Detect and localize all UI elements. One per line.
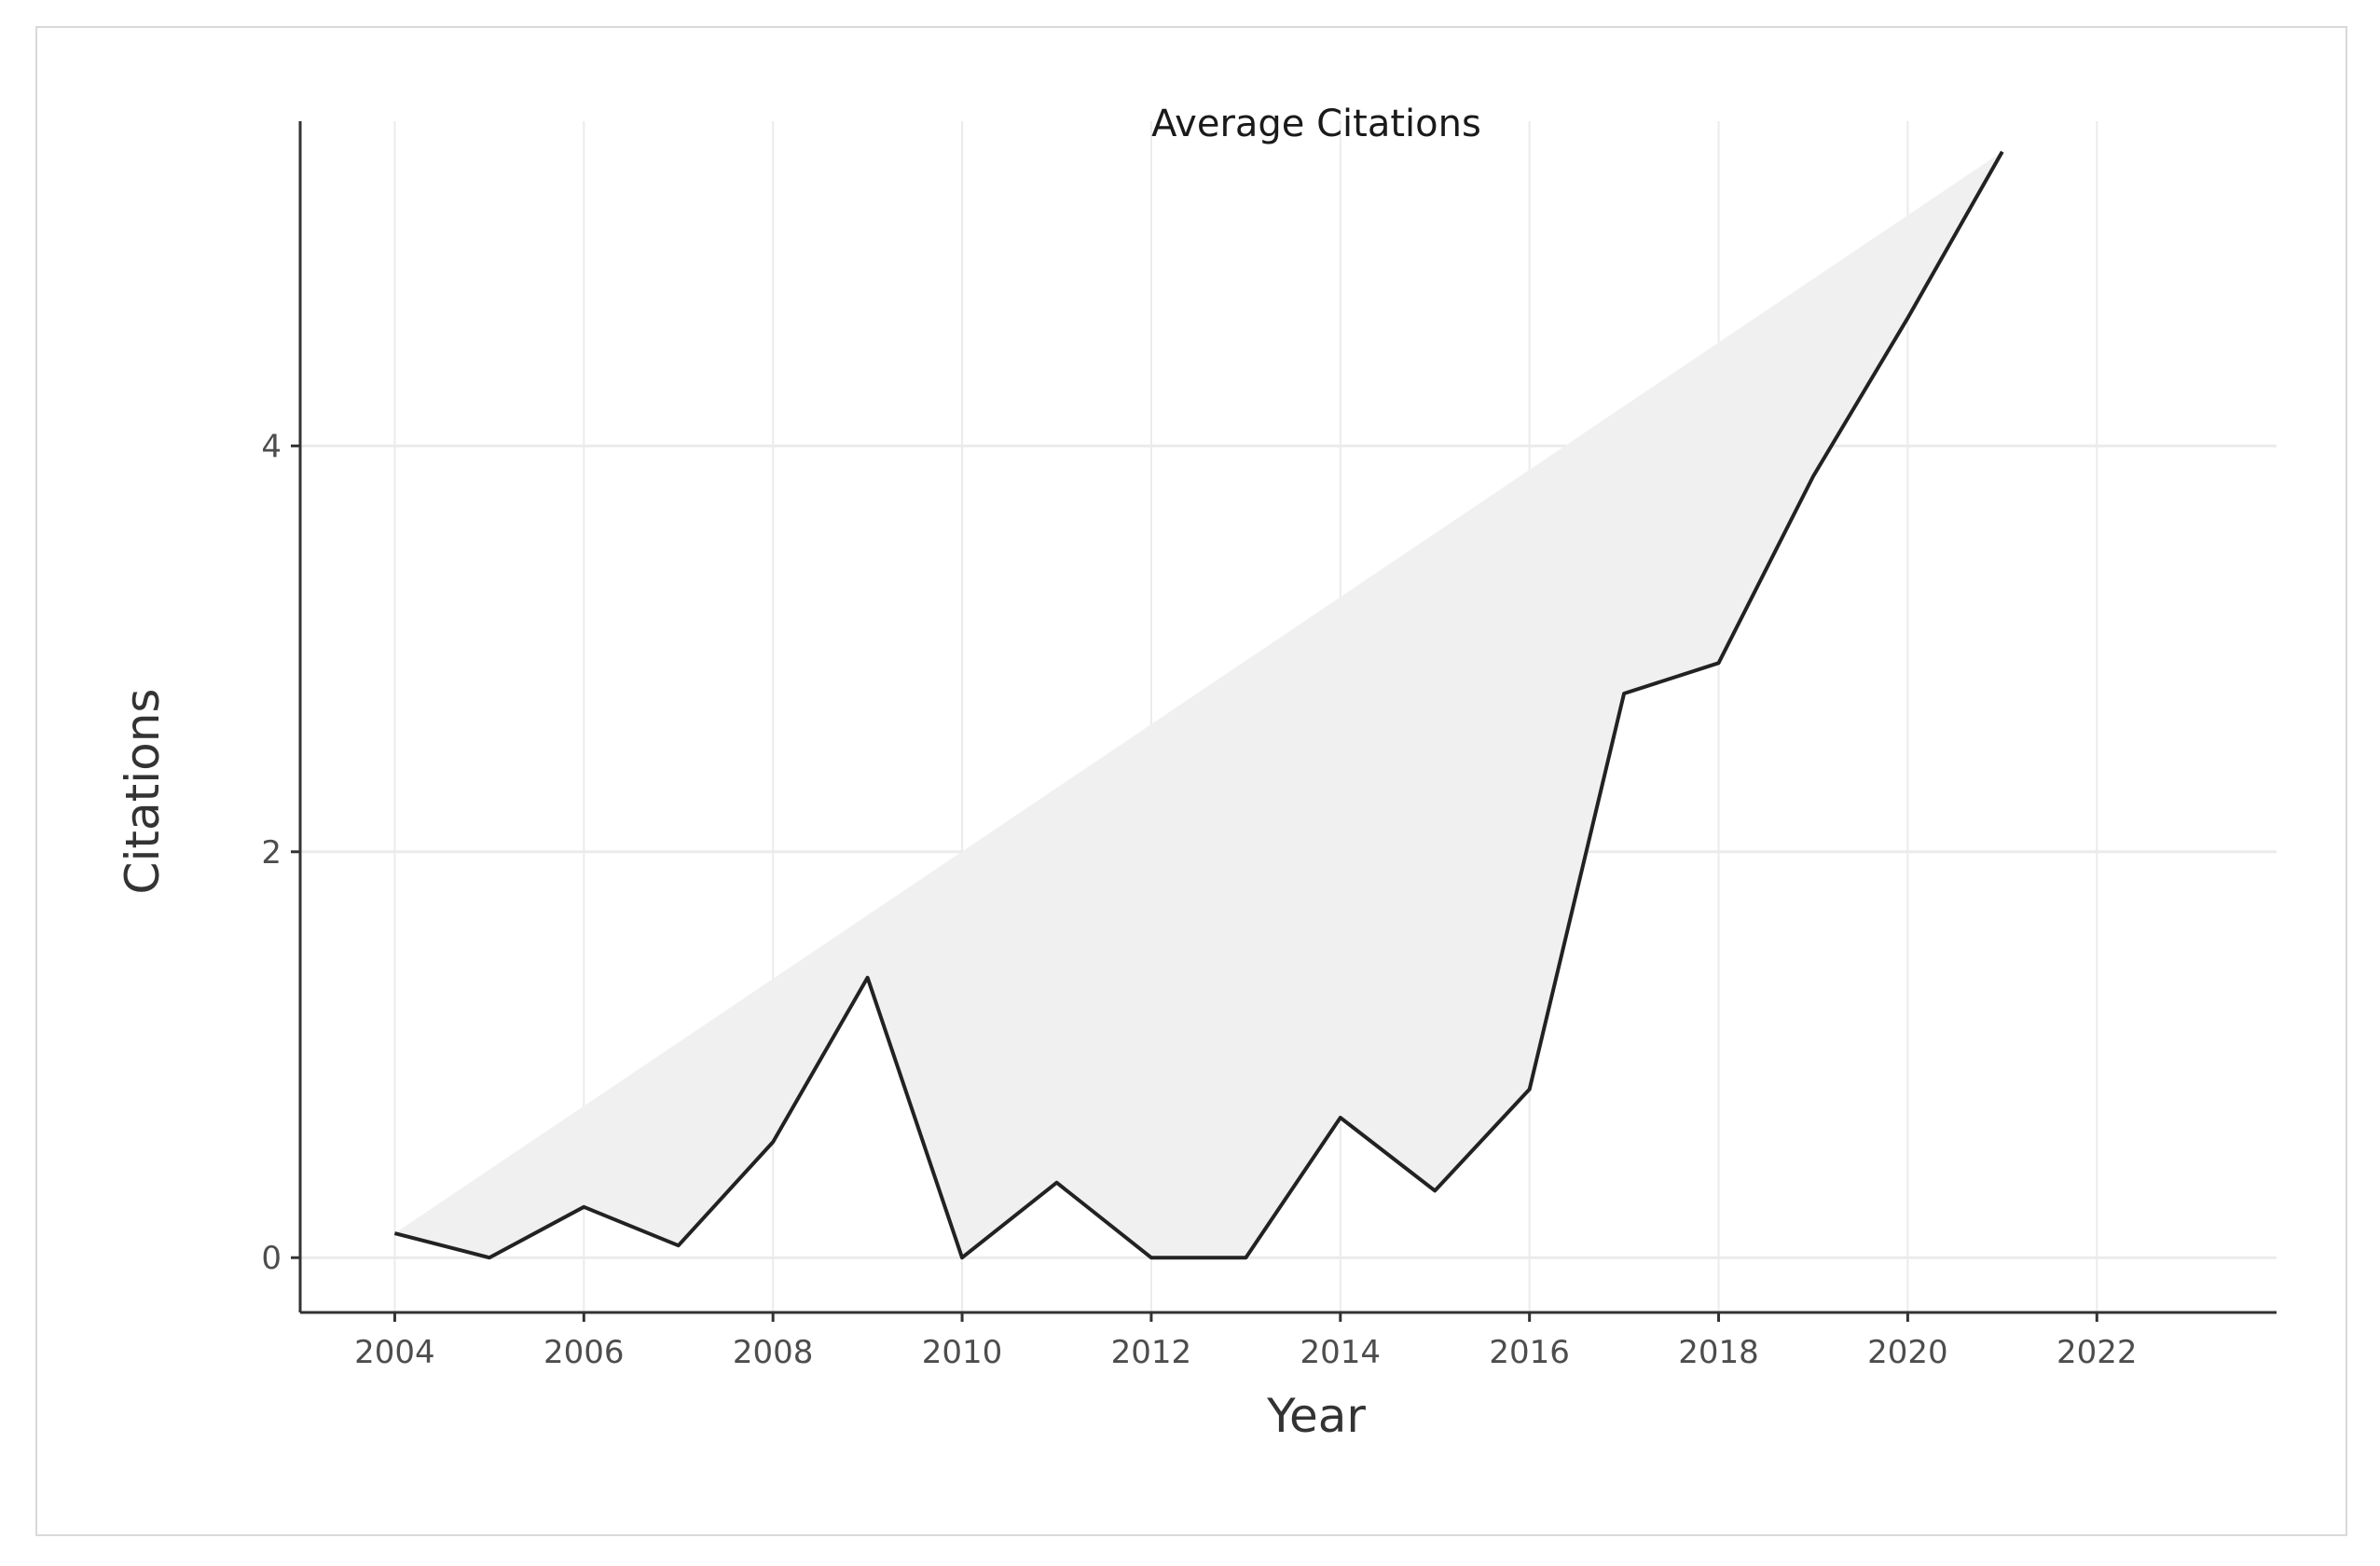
x-tick-label: 2018: [1678, 1334, 1759, 1371]
chart-title: Average Citations: [1151, 103, 1481, 145]
x-tick-label: 2004: [354, 1334, 435, 1371]
x-tick-label: 2022: [2057, 1334, 2138, 1371]
x-tick-label: 2006: [543, 1334, 625, 1371]
y-tick-label: 4: [261, 428, 282, 465]
average-citations-chart: 2004 2006 2008 2010 2012 2014 2016 2018 2020 2022…: [116, 103, 2277, 1443]
x-tick-label: 2008: [733, 1334, 814, 1371]
axes: [298, 121, 2277, 1314]
x-axis-title: Year: [1266, 1389, 1366, 1443]
x-tick-label: 2014: [1300, 1334, 1382, 1371]
y-tick-label: 0: [261, 1240, 282, 1277]
y-axis-ticks: 0 2 4: [261, 428, 300, 1277]
citations-series-line: [393, 150, 2004, 1260]
citations-area-fill: [394, 151, 2002, 1258]
x-axis-ticks: 2004 2006 2008 2010 2012 2014 2016 2018 2020 2022: [354, 1312, 2138, 1371]
y-tick-label: 2: [261, 834, 282, 872]
x-tick-label: 2010: [922, 1334, 1003, 1371]
x-tick-label: 2012: [1111, 1334, 1192, 1371]
x-tick-label: 2016: [1489, 1334, 1570, 1371]
figure-frame: 2004 2006 2008 2010 2012 2014 2016 2018 2020 2022…: [35, 26, 2347, 1536]
x-tick-label: 2020: [1867, 1334, 1948, 1371]
y-axis-title: Citations: [116, 689, 170, 895]
